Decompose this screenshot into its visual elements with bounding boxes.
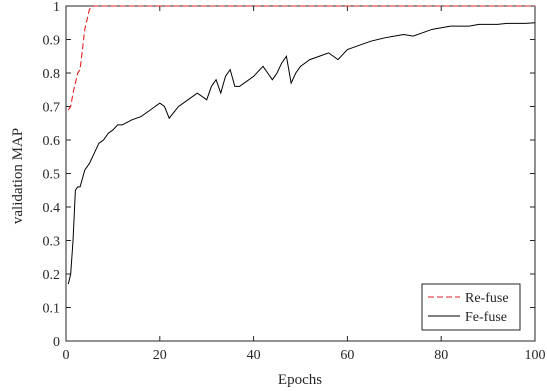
series-line-re-fuse <box>67 5 535 111</box>
x-axis-label: Epochs <box>278 372 322 388</box>
x-tick-label: 20 <box>153 348 167 363</box>
y-tick-label: 0.8 <box>43 67 61 82</box>
legend-box <box>421 283 521 331</box>
x-axis: 0 20 40 60 80 100 <box>63 6 546 363</box>
y-tick-label: 0.9 <box>43 34 61 49</box>
y-tick-label: 0.5 <box>43 168 61 183</box>
x-tick-label: 80 <box>434 348 448 363</box>
x-tick-label: 60 <box>340 348 354 363</box>
x-tick-label: 40 <box>247 348 261 363</box>
y-tick-label: 0.7 <box>43 101 61 116</box>
y-tick-label: 0.4 <box>43 201 61 216</box>
y-tick-label: 0.2 <box>43 268 61 283</box>
legend-label: Fe-fuse <box>465 310 507 325</box>
series-line-fe-fuse <box>67 22 536 285</box>
y-tick-label: 1 <box>53 0 60 15</box>
y-axis: 0 0.1 0.2 0.3 0.4 0.5 0.6 0.7 0.8 0.9 1 <box>43 0 535 350</box>
legend: Re-fuse Fe-fuse <box>421 283 521 331</box>
y-tick-label: 0 <box>53 335 60 350</box>
y-tick-label: 0.3 <box>43 235 61 250</box>
y-tick-label: 0.1 <box>43 302 61 317</box>
x-tick-label: 100 <box>525 348 546 363</box>
y-axis-label: validation MAP <box>10 128 26 224</box>
x-tick-label: 0 <box>63 348 70 363</box>
series-layer <box>67 5 536 285</box>
legend-label: Re-fuse <box>465 291 509 306</box>
y-tick-label: 0.6 <box>43 134 61 149</box>
